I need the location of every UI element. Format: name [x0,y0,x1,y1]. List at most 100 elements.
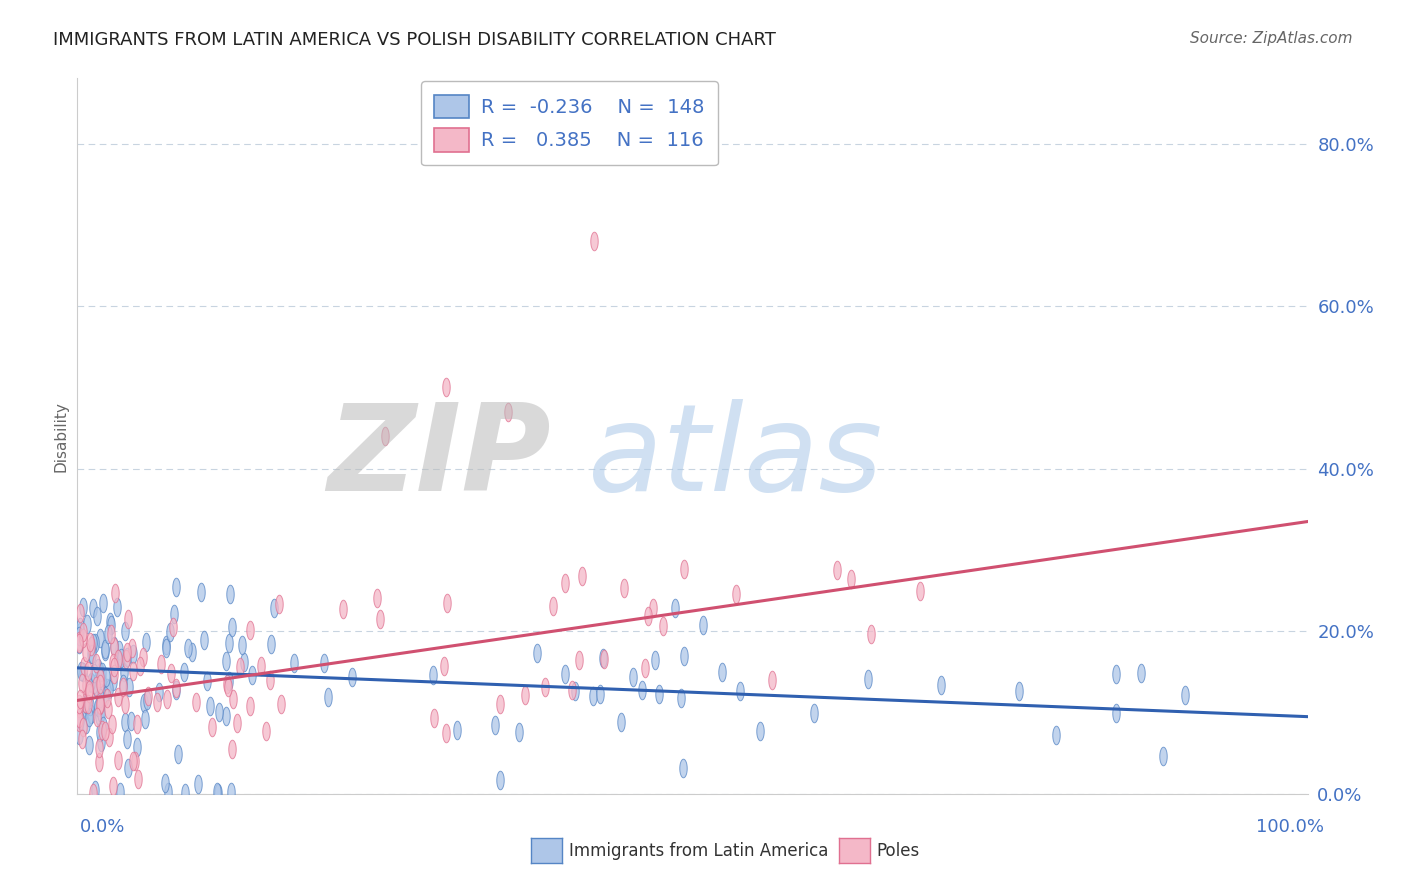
Point [193,632,215,647]
Point [710,665,733,679]
Point [86,608,108,623]
Point [72,720,94,734]
Point [67,637,90,651]
Point [94,670,117,684]
Point [75,698,97,712]
Point [89,725,111,739]
Point [526,646,548,660]
Point [156,692,179,706]
Point [86,681,108,696]
Point [89,632,111,646]
Point [541,599,564,613]
Point [96,690,118,705]
Point [633,661,655,675]
Point [162,620,184,634]
Point [613,581,636,595]
Point [136,692,159,706]
Point [121,641,143,656]
Point [107,754,129,768]
Point [173,665,195,679]
Point [72,665,94,679]
Point [332,601,354,615]
Point [89,677,111,691]
Point [82,636,104,650]
Point [117,612,139,626]
Point [159,665,181,680]
Point [186,695,208,709]
Point [219,587,242,601]
Point [72,625,94,640]
Point [132,650,155,665]
Point [239,623,262,637]
Point [127,772,149,787]
Point [422,668,444,682]
Point [90,665,112,680]
Point [80,647,103,661]
Point [374,429,396,443]
Point [101,717,124,731]
Point [101,674,124,689]
Point [207,786,229,800]
Legend: R =  -0.236    N =  148, R =   0.385    N =  116: R = -0.236 N = 148, R = 0.385 N = 116 [420,81,718,165]
Point [692,618,714,632]
Point [122,754,145,768]
Point [215,654,238,668]
Point [592,651,614,665]
Point [83,665,105,680]
Point [134,712,156,726]
Point [135,634,157,648]
Point [222,692,245,706]
Point [82,786,104,800]
Point [1130,666,1153,681]
Point [103,639,125,653]
Point [218,680,240,694]
Text: 0.0%: 0.0% [80,818,125,836]
Point [108,785,131,799]
Point [115,732,138,747]
Point [643,601,665,615]
Point [67,710,90,724]
Point [90,706,112,720]
Point [208,705,231,719]
Point [103,666,125,681]
Point [117,761,139,775]
Point [648,687,671,701]
Point [221,620,243,634]
Point [1105,667,1128,681]
Point [86,700,108,714]
Point [107,652,129,666]
Point [673,562,696,576]
Point [80,640,103,654]
Point [644,653,666,667]
Point [561,682,583,697]
Point [239,698,262,713]
Point [221,742,243,756]
Point [69,636,91,650]
Point [1174,689,1197,703]
Point [84,657,107,671]
Point [218,636,240,650]
Point [98,730,121,744]
Point [219,785,242,799]
Point [111,677,134,691]
Point [149,657,172,672]
Point [87,741,110,756]
Point [162,607,184,621]
Point [564,684,586,698]
Point [513,688,536,702]
Point [67,728,90,742]
Point [117,650,139,665]
Point [72,631,94,645]
Point [231,638,253,652]
Point [534,680,557,694]
Point [114,652,136,666]
Point [582,689,605,703]
Point [94,690,117,704]
Text: Source: ZipAtlas.com: Source: ZipAtlas.com [1189,31,1353,46]
Point [623,670,645,684]
Point [263,601,285,615]
Point [97,681,120,696]
Point [215,709,238,723]
Point [75,678,97,692]
Point [856,673,879,687]
